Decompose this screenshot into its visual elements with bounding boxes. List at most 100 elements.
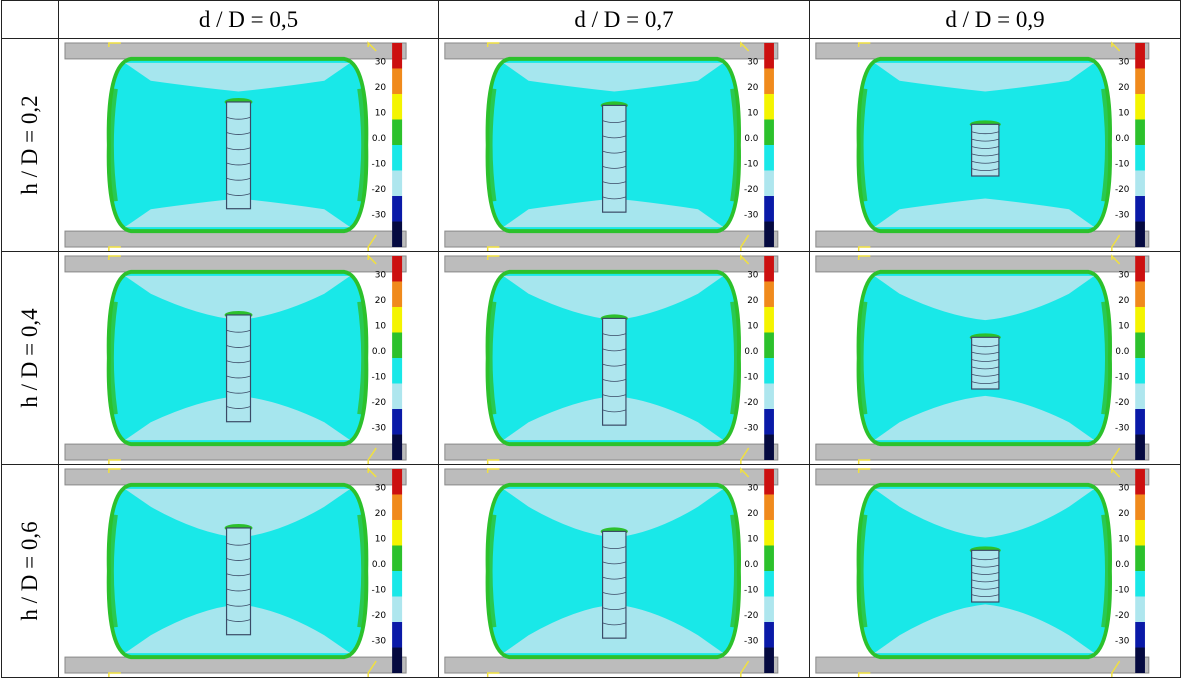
hole-thread [602, 333, 627, 337]
hole-thread [971, 344, 1000, 348]
row-header-h-0-4: h / D = 0,4 [17, 308, 42, 408]
contour-plot: 30 20 10 0.0 -10 -20 -30 [64, 41, 407, 251]
top-platen [815, 255, 1150, 273]
legend-swatch [764, 622, 774, 648]
legend-label: -30 [1115, 424, 1130, 434]
legend-swatch [392, 196, 403, 222]
legend-label: 10 [375, 109, 387, 119]
legend-label: -10 [1115, 586, 1130, 596]
legend-swatch [764, 68, 774, 94]
corner-marker [367, 234, 377, 251]
legend-swatch [392, 596, 403, 623]
bottom-platen [815, 443, 1150, 461]
corner-marker [857, 255, 871, 260]
legend-swatch [1135, 170, 1145, 197]
hole-thread [226, 132, 251, 135]
central-hole [971, 549, 1000, 603]
hole-thread [602, 348, 627, 352]
corner-marker [367, 467, 377, 478]
legend-swatch [1135, 93, 1145, 120]
hole-thread [226, 329, 251, 333]
contour-plot: 30 20 10 0.0 -10 -20 -30 [444, 254, 779, 464]
legend-swatch [764, 596, 774, 623]
central-hole [601, 104, 627, 213]
edge-strain-left [107, 301, 118, 415]
legend-label: 20 [375, 83, 387, 93]
central-hole [601, 530, 627, 639]
legend-label: 0.0 [372, 134, 387, 144]
central-hole [225, 314, 252, 423]
legend-label: 30 [1118, 58, 1130, 68]
corner-marker [1111, 254, 1121, 265]
edge-strain-left [486, 301, 497, 415]
legend-swatch [392, 42, 403, 69]
legend-swatch [392, 145, 403, 171]
legend-label: -20 [1115, 185, 1130, 195]
edge-strain-right [730, 301, 740, 415]
legend-label: -20 [371, 185, 386, 195]
contour-plot: 30 20 10 0.0 -10 -20 -30 [64, 254, 407, 464]
corner-marker [367, 41, 377, 52]
legend-label: 0.0 [744, 134, 758, 144]
legend-swatch [764, 42, 774, 69]
tension-zone-bottom [124, 198, 351, 228]
legend-label: -20 [371, 398, 386, 408]
central-hole [601, 317, 627, 426]
legend-swatch [392, 383, 403, 410]
legend-label: 0.0 [744, 347, 758, 357]
plot-r0-c2: 30 20 10 0.0 -10 -20 -30 [809, 38, 1181, 252]
column-header-d-0-9: d / D = 0,9 [809, 0, 1181, 39]
corner-marker [486, 246, 500, 251]
corner-marker [1111, 660, 1121, 677]
legend-label: 30 [1118, 271, 1130, 281]
legend-swatch [392, 358, 403, 384]
hole-thread [602, 592, 627, 595]
legend-swatch [392, 93, 403, 120]
legend-swatch [764, 93, 774, 120]
corner-marker [108, 255, 121, 260]
legend-swatch [1135, 571, 1145, 597]
legend-swatch [764, 519, 774, 546]
legend-label: 0.0 [1115, 134, 1129, 144]
legend-label: -10 [744, 586, 759, 596]
bottom-platen [64, 656, 407, 674]
legend-label: -10 [1115, 373, 1130, 383]
hole-thread [226, 406, 251, 409]
legend-swatch [764, 119, 774, 145]
hole-thread [602, 379, 627, 382]
hole-thread [971, 168, 1000, 172]
edge-strain-left [857, 301, 868, 415]
edge-strain-left [857, 514, 868, 628]
legend-label: -30 [371, 211, 386, 221]
row-header-h-0-4-cell: h / D = 0,4 [1, 251, 59, 465]
legend-label: 30 [375, 271, 387, 281]
legend-swatch [1135, 281, 1145, 307]
hole-thread [602, 607, 627, 611]
legend-label: 20 [747, 296, 759, 306]
legend-label: -10 [371, 586, 386, 596]
legend-swatch [1135, 358, 1145, 384]
corner-marker [857, 42, 871, 47]
hole-thread [226, 162, 251, 166]
hole-thread [971, 146, 1000, 149]
corner-marker [857, 672, 871, 677]
tension-zone-top [503, 275, 724, 321]
corner-marker [486, 42, 500, 47]
top-platen [444, 255, 779, 273]
legend-label: -30 [744, 424, 759, 434]
legend-swatch [392, 306, 403, 333]
corner-marker [108, 468, 121, 473]
corner-marker [108, 459, 121, 464]
corner-marker [367, 254, 377, 265]
legend-swatch [392, 281, 403, 307]
hole-thread [226, 588, 251, 592]
legend-swatch [392, 622, 403, 648]
corner-marker [740, 447, 750, 464]
legend-swatch [1135, 468, 1145, 495]
legend-swatch [1135, 647, 1145, 674]
hole-thread [971, 160, 1000, 164]
legend-swatch [764, 196, 774, 222]
legend-swatch [1135, 221, 1145, 248]
bottom-platen [64, 443, 407, 461]
column-header-d-0-5: d / D = 0,5 [58, 0, 439, 39]
